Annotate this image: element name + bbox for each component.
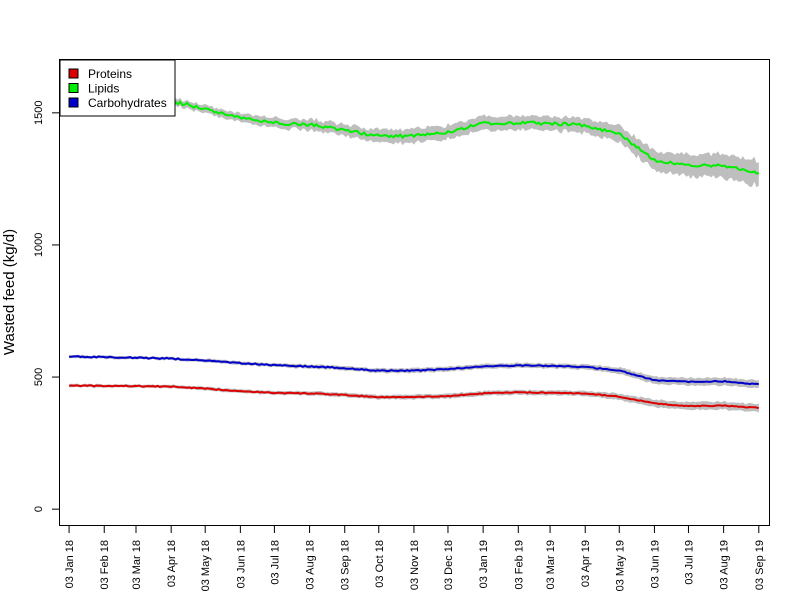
x-tick-label: 03 Dec 18 xyxy=(443,540,455,590)
legend-label: Carbohydrates xyxy=(88,96,167,110)
x-tick-label: 03 Mar 19 xyxy=(545,540,557,590)
x-tick-label: 03 Jun 18 xyxy=(235,540,247,588)
y-tick-label: 1000 xyxy=(33,233,45,257)
x-tick-label: 03 May 19 xyxy=(614,540,626,591)
band-lipids xyxy=(69,92,759,188)
x-tick-label: 03 Apr 19 xyxy=(580,540,592,587)
y-tick-label: 0 xyxy=(33,506,45,512)
x-tick-label: 03 Oct 18 xyxy=(374,540,386,588)
legend-box xyxy=(59,59,176,117)
x-tick-label: 03 Jun 19 xyxy=(649,540,661,588)
y-tick-label: 1500 xyxy=(33,101,45,125)
x-tick-label: 03 Mar 18 xyxy=(131,540,143,590)
legend-label: Lipids xyxy=(88,82,119,96)
x-tick-label: 03 Sep 18 xyxy=(340,540,352,590)
x-axis: 03 Jan 18 03 Feb 18 03 Mar 18 03 Apr 18 03 M… xyxy=(64,525,766,591)
y-axis-label: Wasted feed (kg/d) xyxy=(1,229,18,355)
x-tick-label: 03 Jul 19 xyxy=(684,540,696,585)
line-proteins xyxy=(68,384,760,410)
x-tick-label: 03 May 18 xyxy=(200,540,212,591)
x-tick-label: 03 Jan 19 xyxy=(478,540,490,588)
x-tick-label: 03 Nov 18 xyxy=(409,540,421,590)
x-tick-label: 03 Jan 18 xyxy=(64,540,76,588)
x-tick-label: 03 Aug 18 xyxy=(305,540,317,590)
legend-label: Proteins xyxy=(88,67,132,81)
y-axis: 0 500 1000 1500 xyxy=(33,101,60,512)
plot-frame xyxy=(59,59,770,526)
x-tick-label: 03 Feb 19 xyxy=(513,540,525,590)
legend-swatch xyxy=(68,83,79,93)
legend-swatch xyxy=(68,97,79,108)
line-lipids xyxy=(68,94,760,175)
legend-swatch xyxy=(68,68,79,79)
x-tick-label: 03 Feb 18 xyxy=(99,540,111,590)
series-lines xyxy=(68,94,760,410)
line-carbohydrates xyxy=(69,355,759,386)
confidence-bands xyxy=(69,92,759,413)
x-tick-label: 03 Sep 19 xyxy=(754,540,766,590)
x-tick-label: 03 Apr 18 xyxy=(166,540,178,587)
x-tick-label: 03 Jul 18 xyxy=(269,540,281,585)
x-tick-label: 03 Aug 19 xyxy=(719,540,731,590)
y-tick-label: 500 xyxy=(33,368,45,386)
